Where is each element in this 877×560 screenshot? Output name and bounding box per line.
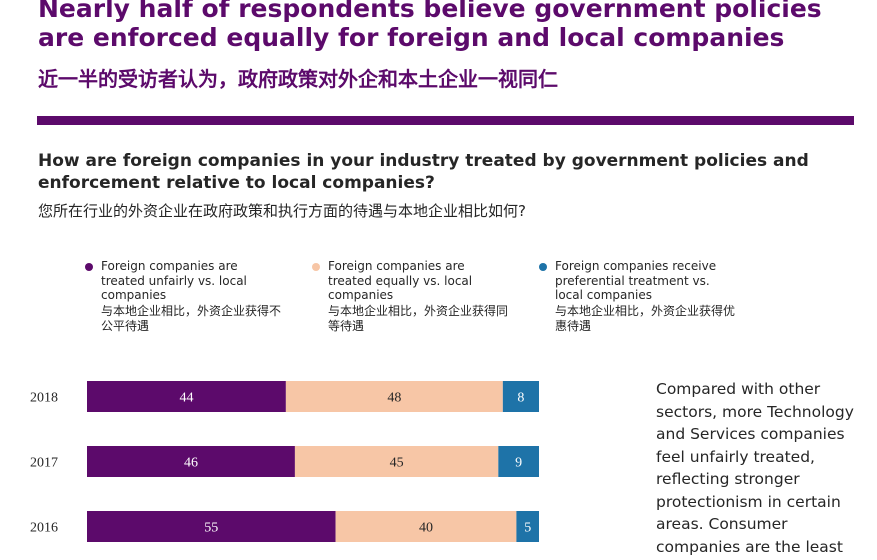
legend-marker-equal	[312, 263, 320, 271]
bar-equal-2016	[335, 511, 517, 542]
legend-marker-unfair	[85, 263, 93, 271]
category-label-2017: 2017	[30, 456, 58, 471]
legend-label-preferential: Foreign companies receive preferential t…	[555, 259, 717, 302]
bar-equal-2018	[285, 381, 503, 412]
bar-unfair-2016	[87, 511, 336, 542]
legend-marker-preferential	[539, 263, 547, 271]
data-label-preferential-2018: 8	[517, 391, 524, 406]
title-divider	[37, 116, 854, 125]
data-label-unfair-2016: 55	[204, 521, 218, 536]
category-label-2018: 2018	[30, 391, 58, 406]
data-label-equal-2018: 48	[387, 391, 401, 406]
legend-label-unfair: Foreign companies are treated unfairly v…	[101, 259, 247, 302]
data-label-unfair-2018: 44	[179, 391, 193, 406]
legend-label-unfair-chinese: 与本地企业相比，外资企业获得不公平待遇	[101, 304, 282, 333]
data-label-equal-2016: 40	[419, 521, 433, 536]
bar-equal-2017	[294, 446, 499, 477]
bar-unfair-2018	[87, 381, 286, 412]
bar-preferential-2017	[498, 446, 539, 477]
survey-question-chinese: 您所在行业的外资企业在政府政策和执行方面的待遇与本地企业相比如何?	[38, 202, 526, 220]
data-label-unfair-2017: 46	[184, 456, 198, 471]
category-label-2016: 2016	[30, 521, 58, 536]
data-label-equal-2017: 45	[390, 456, 404, 471]
bar-preferential-2018	[502, 381, 539, 412]
data-label-preferential-2016: 5	[524, 521, 531, 536]
bar-unfair-2017	[87, 446, 295, 477]
page-title: Nearly half of respondents believe gover…	[38, 0, 822, 52]
stacked-bar-chart: 2018 44 48 8 2017 46 45 9 2016 55 40 5	[30, 381, 539, 542]
bar-preferential-2016	[516, 511, 539, 542]
legend-label-equal: Foreign companies are treated equally vs…	[328, 259, 473, 302]
survey-question: How are foreign companies in your indust…	[38, 151, 809, 193]
page-title-chinese: 近一半的受访者认为，政府政策对外企和本土企业一视同仁	[38, 67, 558, 91]
side-note: Compared with other sectors, more Techno…	[656, 380, 854, 556]
data-label-preferential-2017: 9	[515, 456, 522, 471]
legend-label-preferential-chinese: 与本地企业相比，外资企业获得优惠待遇	[555, 304, 736, 333]
legend-label-equal-chinese: 与本地企业相比，外资企业获得同等待遇	[328, 304, 509, 333]
